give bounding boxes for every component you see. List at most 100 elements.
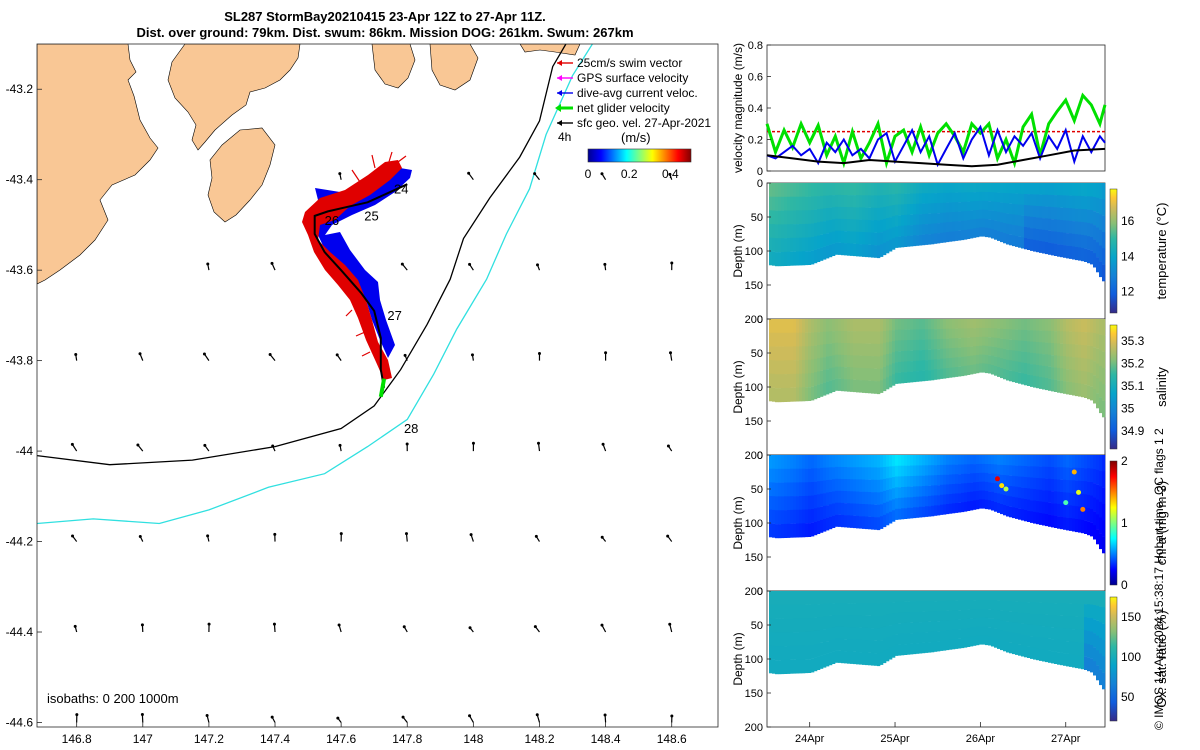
salinity-panel-cell <box>886 330 890 343</box>
temperature-panel-cell <box>868 244 872 258</box>
temperature-panel-cell <box>958 192 962 203</box>
chla-panel-cell <box>880 491 884 505</box>
oxygen-panel-cell <box>955 600 959 611</box>
temperature-panel-cell <box>1063 232 1067 246</box>
oxygen-panel-cell <box>919 622 923 633</box>
chla-panel-cell <box>826 480 830 493</box>
salinity-panel-cell <box>1000 338 1004 349</box>
temperature-panel-cell <box>934 223 938 234</box>
temperature-panel-cell <box>853 183 857 196</box>
temperature-panel-cell <box>1009 234 1013 246</box>
temperature-panel-cell <box>991 229 995 239</box>
salinity-panel-cell <box>1075 344 1079 358</box>
salinity-panel-cell <box>1006 359 1010 371</box>
temperature-panel-cell <box>790 183 794 197</box>
oxygen-panel-cell <box>787 604 791 619</box>
oxygen-panel-cell <box>937 631 941 642</box>
salinity-panel-cell <box>1075 383 1079 397</box>
salinity-panel-cell <box>967 346 971 357</box>
salinity-panel-cell <box>982 354 986 364</box>
chla-panel-cell <box>1051 503 1055 516</box>
oxygen-panel-cell <box>907 601 911 613</box>
salinity-panel-cell <box>832 319 836 332</box>
colorbar-tick-label: 0 <box>585 167 592 181</box>
temperature-panel-cell <box>958 221 962 231</box>
temperature-panel-cell <box>790 251 794 266</box>
oxygen-panel-cell <box>1093 633 1097 648</box>
oxygen-panel-cell <box>820 629 824 643</box>
chla-panel-cell <box>856 503 860 517</box>
salinity-panel-cell <box>952 338 956 349</box>
oxygen-panel-cell <box>847 603 851 616</box>
temperature-panel-cell <box>865 232 869 245</box>
oxygen-panel-cell <box>1096 665 1100 681</box>
oxygen-panel-cell <box>823 603 827 617</box>
geo-arrow-head <box>666 534 670 538</box>
oxygen-panel-cell <box>892 624 896 636</box>
salinity-panel-cell <box>949 358 953 368</box>
chla-panel-cell <box>1054 479 1058 492</box>
temperature-panel-cell <box>808 223 812 238</box>
oxygen-panel-cell <box>889 613 893 626</box>
salinity-panel-cell <box>964 365 968 376</box>
salinity-panel-cell <box>826 331 830 345</box>
oxygen-panel-cell <box>952 620 956 630</box>
temperature-panel-cell <box>973 210 977 220</box>
salinity-panel-cell <box>946 358 950 369</box>
oxygen-panel-cell <box>1099 669 1103 686</box>
chla-panel-cell <box>976 473 980 483</box>
chla-panel-cell <box>817 468 821 482</box>
chla-panel-cell <box>778 482 782 497</box>
chla-panel-cell <box>985 455 989 465</box>
temperature-panel-cell <box>1084 183 1088 197</box>
temperature-panel-cell <box>787 210 791 225</box>
salinity-panel-cell <box>799 346 803 361</box>
chla-panel-cell <box>784 455 788 470</box>
oxygen-panel-cell <box>1051 627 1055 640</box>
temperature-panel-cell <box>1060 220 1064 233</box>
chla-panel-cell <box>946 484 950 495</box>
temperature-panel-cell <box>1003 193 1007 204</box>
temperature-panel-cell <box>895 236 899 248</box>
temperature-panel-cell <box>1102 215 1106 233</box>
chla-panel-cell <box>892 499 896 511</box>
temperature-panel-cell <box>823 208 827 222</box>
temperature-panel-cell <box>1081 247 1085 262</box>
temperature-panel-cell <box>820 234 824 248</box>
chla-panel-cell <box>811 522 815 537</box>
temperature-panel-cell <box>883 218 887 232</box>
chla-panel-cell <box>892 455 896 467</box>
salinity-panel-cell <box>772 332 776 347</box>
oxygen-panel-cell <box>964 628 968 639</box>
oxygen-panel-cell <box>913 611 917 623</box>
temperature-panel-cell <box>1054 243 1058 256</box>
temperature-panel-cell <box>835 194 839 208</box>
oxygen-panel-cell <box>802 604 806 619</box>
temperature-panel-cell <box>1003 233 1007 244</box>
chla-panel-cell <box>1060 492 1064 505</box>
temperature-panel-cell <box>817 209 821 223</box>
chla-panel-cell <box>877 467 881 481</box>
chla-panel-cell <box>835 490 839 503</box>
oxygen-panel-cell <box>1093 619 1097 634</box>
salinity-panel-cell <box>919 329 923 341</box>
oxygen-panel-cell <box>916 643 920 654</box>
salinity-panel-cell <box>1057 380 1061 393</box>
oxygen-panel-cell <box>1102 607 1106 624</box>
chla-panel-cell <box>1009 486 1013 497</box>
temperature-panel-cell <box>1102 183 1106 200</box>
chla-panel-cell <box>1081 506 1085 521</box>
chla-panel-cell <box>1039 501 1043 514</box>
oxygen-panel-cell <box>925 632 929 643</box>
chla-panel-cell <box>1039 466 1043 479</box>
chla-panel-cell <box>829 479 833 493</box>
chla-panel-cell <box>1051 515 1055 528</box>
oxygen-panel-cell <box>805 659 809 674</box>
oxygen-panel-cell <box>1006 611 1010 622</box>
temperature-panel-colorbar <box>1109 188 1118 314</box>
oxygen-panel-cell <box>1009 591 1013 602</box>
chla-panel-cell <box>1084 481 1088 495</box>
chla-panel-cell <box>1072 455 1076 468</box>
geo-arrow-head <box>537 351 541 355</box>
chla-panel-cell <box>985 464 989 474</box>
